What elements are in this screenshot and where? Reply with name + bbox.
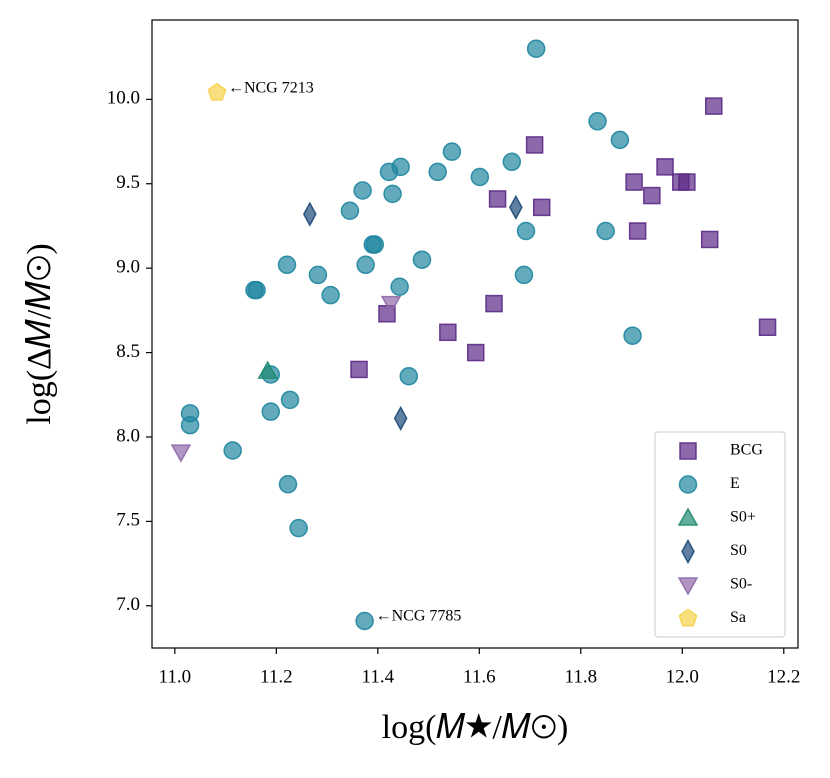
point bbox=[365, 235, 385, 254]
x-tick-label: 11.4 bbox=[362, 666, 395, 687]
x-tick-label: 11.0 bbox=[159, 666, 192, 687]
y-tick-label: 7.0 bbox=[116, 594, 140, 615]
point bbox=[428, 162, 447, 182]
point bbox=[302, 201, 317, 227]
point bbox=[532, 198, 551, 217]
legend-marker bbox=[678, 608, 698, 627]
point bbox=[470, 167, 490, 187]
point bbox=[514, 265, 534, 285]
point bbox=[289, 518, 308, 538]
legend-label: BCG bbox=[730, 442, 763, 459]
y-tick-label: 8.5 bbox=[116, 341, 140, 362]
point bbox=[247, 280, 266, 300]
x-tick-label: 12.2 bbox=[767, 666, 800, 687]
point bbox=[380, 295, 402, 315]
legend-label: S0 bbox=[730, 542, 747, 559]
legend-marker bbox=[679, 442, 697, 460]
x-tick-label: 11.2 bbox=[260, 666, 293, 687]
point bbox=[625, 173, 643, 191]
legend-label: E bbox=[730, 475, 740, 492]
legend-label: S0- bbox=[730, 576, 752, 593]
point bbox=[610, 130, 630, 150]
point bbox=[700, 230, 719, 249]
y-axis-label: log(Δ𝑀/𝑀⊙) bbox=[21, 243, 58, 424]
point bbox=[321, 285, 340, 305]
point bbox=[350, 360, 368, 379]
point bbox=[223, 441, 242, 460]
point bbox=[393, 405, 408, 431]
annotation: ←NCG 7785 bbox=[376, 608, 462, 625]
point bbox=[439, 323, 457, 342]
legend-marker bbox=[678, 475, 698, 494]
point bbox=[588, 112, 607, 131]
point bbox=[485, 294, 503, 313]
point bbox=[643, 186, 661, 205]
point bbox=[442, 142, 462, 161]
y-tick-label: 7.5 bbox=[116, 510, 140, 531]
legend-box bbox=[654, 431, 786, 638]
legend-label: S0+ bbox=[730, 509, 756, 526]
point bbox=[383, 184, 402, 204]
point bbox=[277, 255, 297, 275]
point bbox=[525, 136, 544, 154]
point bbox=[488, 190, 507, 208]
point bbox=[623, 326, 642, 345]
y-tick-label: 9.0 bbox=[116, 257, 140, 278]
legend-label: Sa bbox=[730, 609, 746, 626]
x-axis-label: log(𝑀★/𝑀⊙) bbox=[382, 709, 569, 746]
point bbox=[207, 82, 227, 101]
point bbox=[261, 402, 280, 421]
x-tick-label: 11.6 bbox=[463, 666, 496, 687]
point bbox=[257, 360, 278, 379]
point bbox=[508, 194, 523, 220]
point bbox=[399, 366, 419, 386]
plot-frame bbox=[151, 19, 799, 649]
point bbox=[502, 152, 522, 172]
point bbox=[758, 318, 777, 336]
point bbox=[278, 474, 298, 494]
point bbox=[467, 343, 485, 362]
point bbox=[280, 390, 300, 410]
point bbox=[596, 221, 615, 241]
point bbox=[516, 221, 536, 241]
point bbox=[628, 222, 647, 240]
point bbox=[170, 444, 192, 463]
point bbox=[355, 611, 374, 631]
point bbox=[340, 201, 360, 221]
point bbox=[180, 415, 200, 435]
x-tick-label: 12.0 bbox=[666, 666, 699, 687]
legend-marker bbox=[677, 577, 699, 596]
y-tick-label: 8.0 bbox=[116, 425, 140, 446]
point bbox=[353, 181, 372, 200]
point bbox=[656, 158, 674, 176]
legend-marker bbox=[677, 507, 699, 526]
x-tick-label: 11.8 bbox=[565, 666, 598, 687]
annotation: ←NCG 7213 bbox=[228, 79, 314, 96]
point bbox=[356, 255, 375, 275]
point bbox=[526, 39, 546, 58]
point bbox=[390, 277, 409, 296]
y-tick-label: 10.0 bbox=[107, 88, 140, 109]
legend-marker bbox=[681, 538, 695, 565]
point bbox=[678, 173, 696, 191]
point bbox=[705, 97, 723, 115]
point bbox=[412, 250, 432, 269]
y-tick-label: 9.5 bbox=[116, 172, 140, 193]
point bbox=[308, 265, 328, 285]
point bbox=[379, 162, 399, 182]
